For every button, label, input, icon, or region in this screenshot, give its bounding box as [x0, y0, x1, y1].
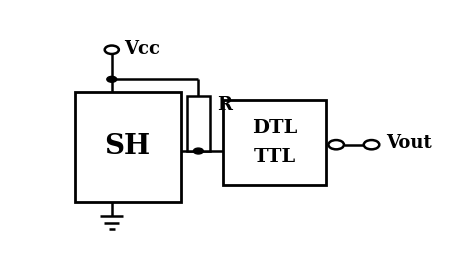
- Text: TTL: TTL: [253, 148, 295, 166]
- Text: R: R: [216, 96, 231, 114]
- Bar: [187, 96, 209, 151]
- Text: DTL: DTL: [251, 119, 296, 137]
- Circle shape: [363, 140, 379, 149]
- Circle shape: [193, 148, 203, 154]
- Text: Vout: Vout: [385, 134, 431, 152]
- Text: SH: SH: [104, 133, 151, 160]
- Text: Vcc: Vcc: [124, 40, 160, 58]
- Circle shape: [105, 45, 119, 54]
- Circle shape: [106, 76, 116, 82]
- Circle shape: [328, 140, 343, 149]
- Bar: [75, 92, 180, 202]
- Bar: [222, 100, 325, 185]
